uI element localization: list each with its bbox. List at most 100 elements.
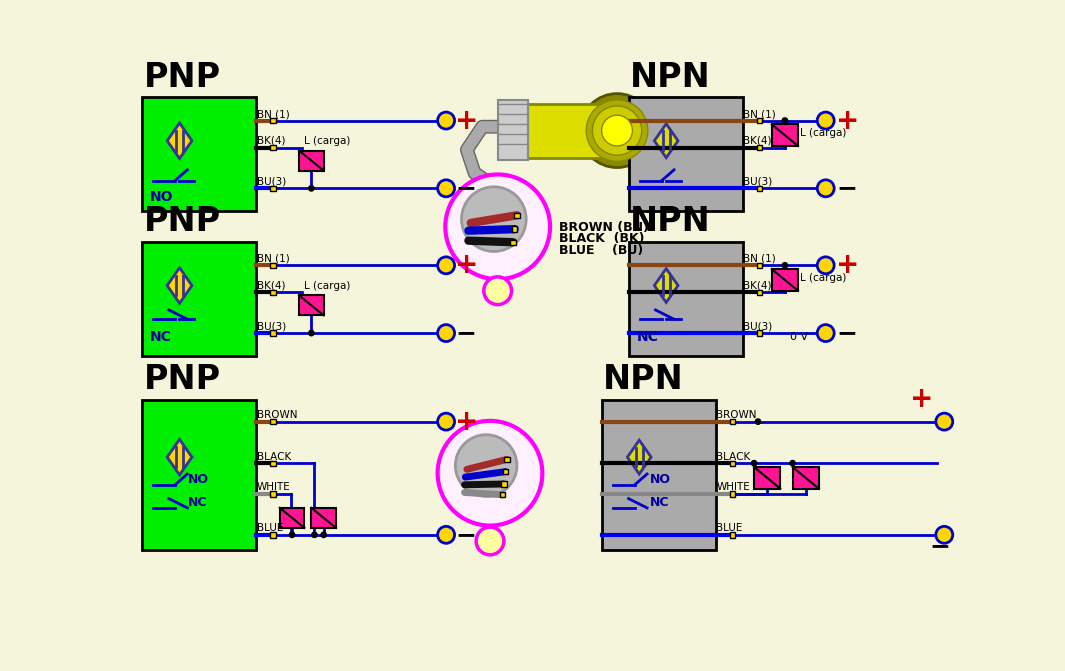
Text: BN (1): BN (1) [743, 254, 776, 264]
Circle shape [602, 115, 633, 146]
Circle shape [438, 112, 455, 129]
Text: BLUE: BLUE [717, 523, 742, 533]
Text: L (carga): L (carga) [305, 136, 350, 146]
Bar [271, 532, 276, 537]
Circle shape [817, 257, 834, 274]
Bar [757, 262, 763, 268]
Text: BN (1): BN (1) [257, 109, 290, 119]
Text: L (carga): L (carga) [800, 272, 847, 282]
Text: L (carga): L (carga) [305, 280, 350, 291]
Bar [497, 100, 528, 160]
Polygon shape [654, 124, 678, 158]
Text: BU(3): BU(3) [257, 176, 285, 187]
Circle shape [790, 460, 796, 466]
Circle shape [580, 94, 654, 168]
Text: BROWN: BROWN [257, 410, 297, 420]
Text: BU(3): BU(3) [743, 176, 772, 187]
Bar [757, 290, 763, 295]
Text: NC: NC [636, 329, 658, 344]
Bar [757, 330, 763, 336]
Bar [772, 124, 798, 146]
Circle shape [438, 421, 542, 525]
Text: NC: NC [650, 497, 669, 509]
Circle shape [438, 325, 455, 342]
Circle shape [461, 187, 526, 252]
Text: WHITE: WHITE [257, 482, 291, 493]
Bar [503, 469, 508, 474]
Text: BK(4): BK(4) [743, 136, 772, 146]
Text: +: + [910, 384, 933, 413]
Text: +: + [456, 107, 478, 135]
Circle shape [817, 180, 834, 197]
Circle shape [817, 112, 834, 129]
Text: BLUE    (BU): BLUE (BU) [559, 244, 643, 257]
Bar [730, 532, 735, 537]
Text: −: − [456, 321, 476, 345]
Circle shape [936, 413, 953, 430]
Text: BLACK: BLACK [717, 452, 751, 462]
Text: BK(4): BK(4) [257, 280, 285, 291]
Text: WHITE: WHITE [717, 482, 750, 493]
Text: +: + [456, 252, 478, 279]
Text: −: − [456, 523, 476, 547]
Text: +: + [836, 107, 859, 135]
Bar [504, 457, 510, 462]
Text: NO: NO [150, 191, 174, 205]
Circle shape [312, 532, 317, 537]
Text: +: + [836, 252, 859, 279]
Polygon shape [167, 440, 192, 475]
Bar [757, 186, 763, 191]
Circle shape [438, 413, 455, 430]
Bar [271, 186, 276, 191]
Bar [628, 97, 742, 211]
Bar [142, 400, 256, 550]
Bar [499, 492, 505, 497]
Circle shape [782, 262, 788, 268]
Polygon shape [167, 123, 192, 158]
Polygon shape [654, 268, 678, 303]
Text: BK(4): BK(4) [257, 136, 285, 146]
Text: BLUE: BLUE [257, 523, 283, 533]
Text: PNP: PNP [144, 205, 220, 238]
Circle shape [592, 106, 642, 155]
Bar [792, 467, 819, 488]
Bar [280, 508, 305, 528]
Circle shape [438, 526, 455, 544]
Text: NPN: NPN [603, 363, 684, 396]
Bar [271, 419, 276, 424]
Bar [271, 330, 276, 336]
Circle shape [438, 180, 455, 197]
Text: +: + [456, 407, 478, 435]
Text: −: − [929, 534, 950, 558]
Circle shape [445, 174, 550, 279]
Bar [271, 262, 276, 268]
Text: BK(4): BK(4) [743, 280, 772, 291]
Bar [502, 481, 507, 486]
Bar [757, 145, 763, 150]
Text: NPN: NPN [630, 205, 710, 238]
Text: BROWN: BROWN [717, 410, 757, 420]
Bar [772, 269, 798, 291]
Bar [513, 103, 613, 158]
Text: PNP: PNP [144, 363, 220, 396]
Circle shape [782, 118, 788, 123]
Circle shape [290, 532, 295, 537]
Circle shape [484, 277, 511, 305]
Circle shape [321, 532, 326, 537]
Bar [730, 460, 735, 466]
Circle shape [752, 460, 757, 466]
Bar [299, 295, 324, 315]
Text: −: − [836, 176, 857, 201]
Bar [311, 508, 335, 528]
Text: BROWN (BN): BROWN (BN) [559, 221, 650, 234]
Text: −: − [456, 176, 476, 201]
Polygon shape [627, 440, 651, 474]
Bar [602, 400, 716, 550]
Text: BLACK  (BK): BLACK (BK) [559, 232, 644, 245]
Circle shape [438, 257, 455, 274]
Circle shape [586, 100, 648, 161]
Circle shape [755, 419, 760, 424]
Bar [271, 491, 276, 497]
Circle shape [309, 186, 314, 191]
Circle shape [936, 526, 953, 544]
